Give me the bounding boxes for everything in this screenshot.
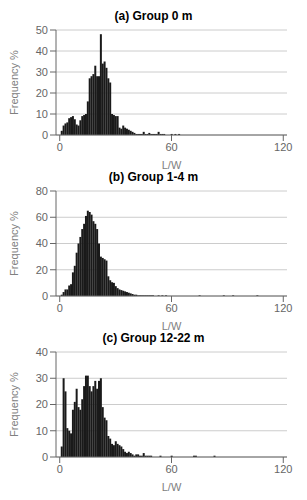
svg-text:30: 30	[36, 372, 48, 384]
svg-text:Frequency %: Frequency %	[8, 211, 20, 276]
svg-text:10: 10	[36, 108, 48, 120]
svg-text:0: 0	[42, 129, 48, 141]
svg-text:30: 30	[36, 66, 48, 78]
svg-text:L/W: L/W	[162, 481, 182, 491]
svg-text:Frequency %: Frequency %	[8, 372, 20, 437]
svg-text:L/W: L/W	[162, 159, 182, 169]
svg-text:40: 40	[36, 237, 48, 249]
svg-text:60: 60	[165, 302, 177, 314]
svg-text:20: 20	[36, 398, 48, 410]
svg-text:0: 0	[42, 451, 48, 463]
svg-text:0: 0	[57, 141, 63, 153]
svg-text:120: 120	[274, 463, 292, 475]
svg-text:60: 60	[165, 141, 177, 153]
html-text:(c) Group 12-22 m: (c) Group 12-22 m	[102, 331, 205, 345]
svg-text:120: 120	[274, 141, 292, 153]
svg-text:120: 120	[274, 302, 292, 314]
svg-text:20: 20	[36, 264, 48, 276]
svg-text:L/W: L/W	[162, 320, 182, 330]
svg-text:20: 20	[36, 87, 48, 99]
html-text:(b) Group 1-4 m: (b) Group 1-4 m	[108, 170, 199, 184]
svg-text:80: 80	[36, 185, 48, 197]
svg-text:0: 0	[42, 290, 48, 302]
svg-text:50: 50	[36, 24, 48, 36]
svg-text:10: 10	[36, 425, 48, 437]
svg-text:60: 60	[165, 463, 177, 475]
html-text:(a) Group 0 m: (a) Group 0 m	[114, 9, 193, 23]
svg-text:Frequency %: Frequency %	[8, 50, 20, 115]
svg-text:0: 0	[57, 463, 63, 475]
svg-text:60: 60	[36, 211, 48, 223]
svg-text:0: 0	[57, 302, 63, 314]
svg-text:40: 40	[36, 346, 48, 358]
svg-text:40: 40	[36, 45, 48, 57]
